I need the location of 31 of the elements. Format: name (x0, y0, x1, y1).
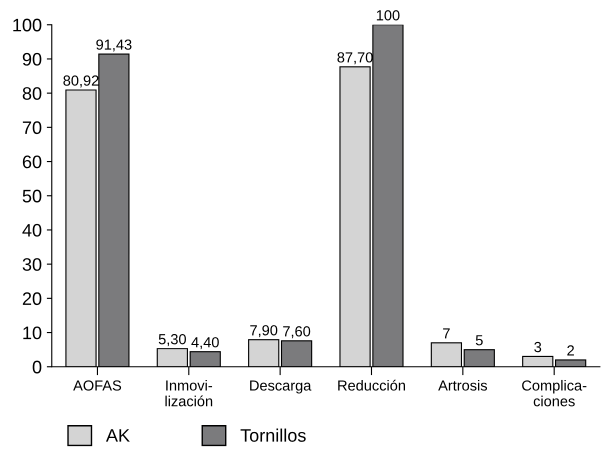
x-tick-label: Artrosis (438, 380, 488, 391)
y-tick-label: 50 (22, 190, 42, 202)
y-tick-label: 100 (13, 18, 42, 32)
data-label: 100 (376, 10, 400, 20)
legend-label: AK (106, 429, 130, 442)
data-label: 5 (476, 335, 483, 346)
x-tick-label: Reducción (338, 380, 405, 391)
x-tick-label: Inmovi- lización (165, 380, 212, 406)
y-tick-label: 20 (22, 292, 42, 306)
x-tick-label: Descarga (250, 380, 312, 394)
data-label: 2 (567, 345, 574, 356)
data-label: 7,90 (250, 325, 278, 338)
data-label: 7 (443, 328, 450, 338)
data-label: 80,92 (63, 75, 99, 88)
y-tick-label: 70 (22, 121, 42, 134)
data-label: 5,30 (158, 334, 186, 346)
data-label: 3 (534, 342, 542, 352)
data-label: 7,60 (283, 326, 310, 338)
y-tick-label: 80 (22, 87, 42, 100)
x-tick-label: Complica- ciones (522, 380, 586, 406)
legend-label: Tornillos (240, 428, 306, 442)
y-tick-label: 40 (22, 224, 42, 237)
y-tick-label: 60 (22, 155, 42, 168)
y-tick-label: 90 (22, 52, 42, 66)
data-label: 4,40 (191, 337, 219, 350)
y-tick-label: 10 (23, 326, 42, 340)
x-tick-label: AOFAS (73, 380, 122, 391)
data-label: 87,70 (337, 52, 373, 64)
y-tick-label: 30 (22, 258, 42, 271)
y-tick-label: 0 (32, 360, 42, 374)
data-label: 91,43 (96, 39, 132, 52)
